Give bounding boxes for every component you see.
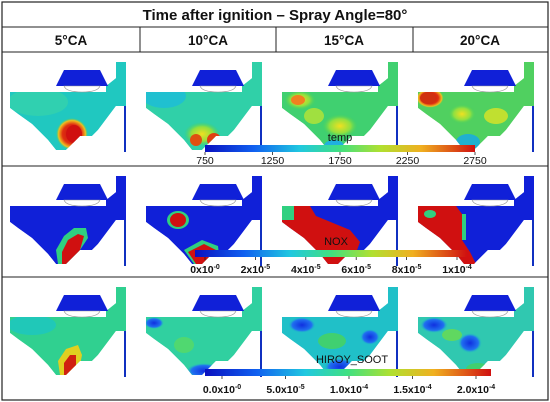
temp-20ca-panel	[418, 62, 534, 152]
soot-colorbar-tick-label: 0.0x10-0	[203, 384, 241, 396]
temp-colorbar-tick-label: 750	[196, 155, 214, 167]
soot-colorbar-gradient	[205, 369, 491, 376]
temp-colorbar-gradient	[205, 145, 475, 152]
temp-5ca-panel	[10, 62, 126, 152]
nox-5ca-panel	[10, 176, 126, 266]
temp-10ca-panel	[146, 62, 262, 152]
temp-colorbar-tick-label: 1750	[328, 155, 352, 167]
nox-20ca-panel	[418, 176, 534, 266]
temp-colorbar: temp 750 1250 1750 2250 2750	[196, 132, 487, 167]
col-header-15ca: 15°CA	[324, 33, 364, 48]
nox-colorbar-title: NOX	[324, 236, 349, 248]
temp-colorbar-tick-label: 1250	[261, 155, 285, 167]
col-header-10ca: 10°CA	[188, 33, 228, 48]
soot-colorbar: HIROY_SOOT 0.0x10-0 5.0x10-5 1.0x10-4 1.5x1…	[203, 354, 495, 396]
soot-5ca-panel	[10, 287, 126, 377]
soot-colorbar-tick-label: 1.5x10-4	[393, 384, 431, 396]
nox-colorbar-tick-label: 1x10-4	[442, 264, 472, 276]
temp-colorbar-tick-label: 2250	[396, 155, 420, 167]
soot-colorbar-title: HIROY_SOOT	[316, 354, 388, 366]
col-header-5ca: 5°CA	[55, 33, 88, 48]
nox-15ca-panel	[282, 176, 398, 266]
temp-15ca-panel	[282, 62, 398, 152]
temp-colorbar-tick-label: 2750	[463, 155, 487, 167]
soot-colorbar-tick-label: 1.0x10-4	[330, 384, 368, 396]
nox-colorbar-tick-label: 6x10-5	[341, 264, 371, 276]
nox-colorbar-tick-label: 8x10-5	[392, 264, 422, 276]
soot-20ca-panel	[418, 287, 534, 377]
nox-colorbar: NOX 0x10-0 2x10-5 4x10-5 6x10-5 8x10-5 1x10-4	[190, 236, 472, 276]
col-header-20ca: 20°CA	[460, 33, 500, 48]
figure-title: Time after ignition – Spray Angle=80°	[143, 7, 408, 24]
soot-colorbar-tick-label: 2.0x10-4	[457, 384, 495, 396]
soot-10ca-panel	[146, 287, 262, 377]
soot-colorbar-tick-label: 5.0x10-5	[266, 384, 304, 396]
nox-colorbar-tick-label: 4x10-5	[291, 264, 321, 276]
nox-colorbar-tick-label: 0x10-0	[190, 264, 220, 276]
nox-colorbar-tick-label: 2x10-5	[241, 264, 271, 276]
nox-10ca-panel	[146, 176, 262, 266]
temp-colorbar-title: temp	[328, 132, 352, 144]
nox-colorbar-gradient	[195, 250, 467, 257]
